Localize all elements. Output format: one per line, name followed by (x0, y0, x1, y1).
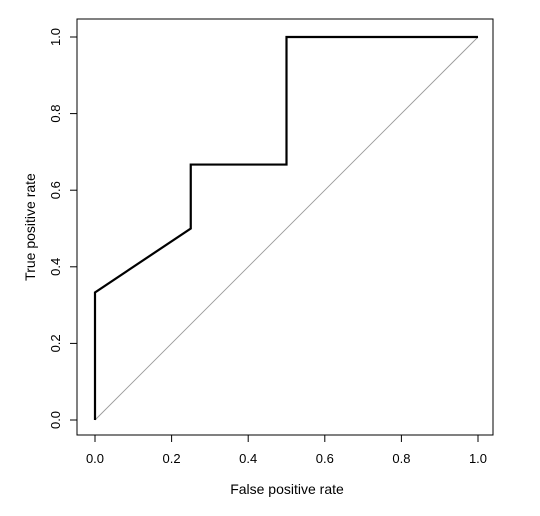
y-axis: 0.0 0.2 0.4 0.6 0.8 1.0 (48, 28, 78, 429)
y-tick-label: 1.0 (48, 28, 63, 46)
y-tick-label: 0.0 (48, 411, 63, 429)
y-axis-label: True positive rate (22, 173, 38, 281)
x-tick-label: 0.6 (316, 451, 334, 466)
x-tick-label: 0.0 (86, 451, 104, 466)
y-tick-label: 0.8 (48, 105, 63, 123)
x-axis: 0.0 0.2 0.4 0.6 0.8 1.0 (86, 434, 487, 466)
series-layer (93, 35, 479, 421)
y-tick-label: 0.6 (48, 181, 63, 199)
y-tick-label: 0.2 (48, 334, 63, 352)
x-tick-label: 0.8 (392, 451, 410, 466)
y-tick-label: 0.4 (48, 258, 63, 276)
diagonal-reference-line (94, 36, 479, 421)
x-axis-label: False positive rate (230, 481, 344, 497)
x-tick-label: 1.0 (469, 451, 487, 466)
x-tick-label: 0.2 (163, 451, 181, 466)
x-tick-label: 0.4 (239, 451, 257, 466)
plot-box (76, 18, 494, 436)
roc-curve-line (93, 35, 478, 420)
